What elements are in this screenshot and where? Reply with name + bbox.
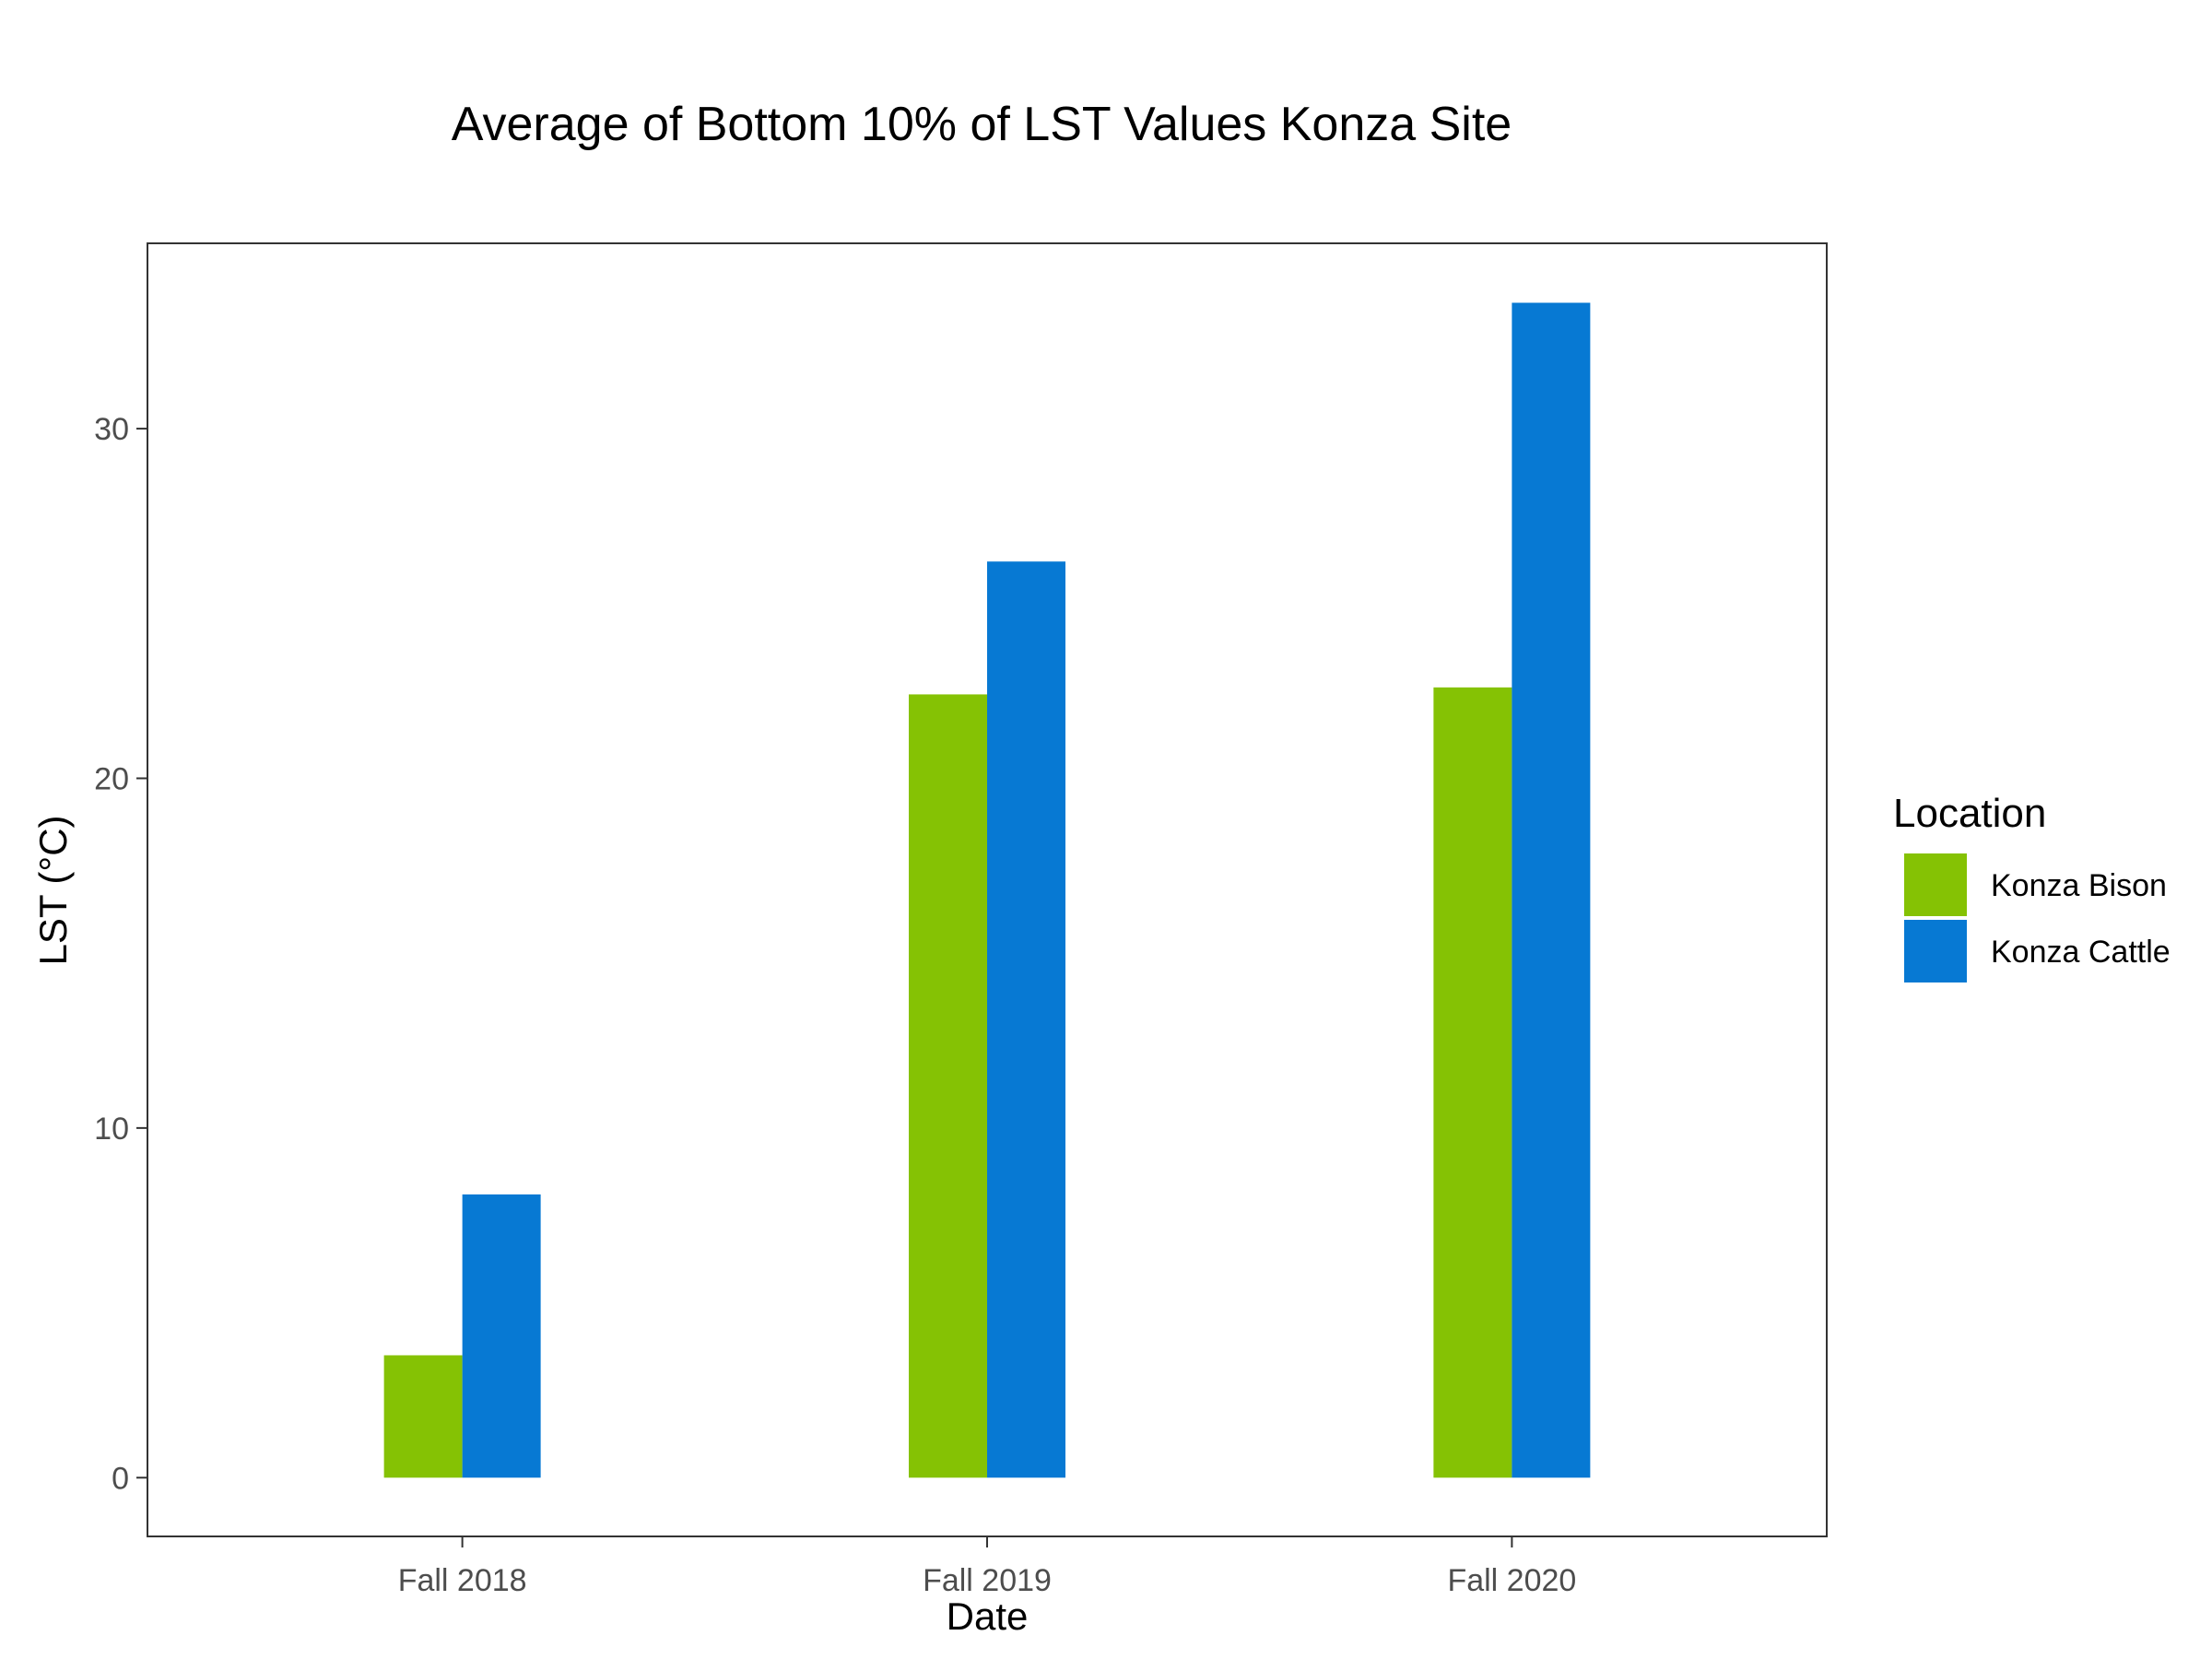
y-tick-label: 20: [94, 761, 129, 796]
y-tick-label: 10: [94, 1112, 129, 1147]
legend-key-konza-bison: [1904, 853, 1967, 916]
legend-items: Konza Bison Konza Cattle: [1904, 853, 2171, 982]
legend-key-konza-cattle: [1904, 920, 1967, 982]
y-axis: 0 10 20 30: [94, 412, 147, 1496]
bar-konza-bison-fall-2020: [1433, 687, 1512, 1478]
bar-konza-cattle-fall-2020: [1512, 302, 1591, 1478]
legend-label: Konza Cattle: [1991, 935, 2171, 970]
chart-title: Average of Bottom 10% of LST Values Konz…: [452, 98, 1512, 151]
x-axis-title: Date: [947, 1594, 1029, 1638]
y-axis-title: LST (°C): [31, 815, 75, 965]
x-tick-label: Fall 2018: [398, 1563, 527, 1598]
bar-konza-cattle-fall-2018: [462, 1194, 541, 1478]
legend: Location Konza Bison Konza Cattle: [1893, 791, 2171, 982]
x-tick-label: Fall 2019: [923, 1563, 1052, 1598]
bar-konza-cattle-fall-2019: [987, 561, 1065, 1478]
plot-area: 0 10 20 30 Fall 2018 Fall 2019 Fall 2020: [94, 242, 1828, 1598]
x-tick-label: Fall 2020: [1447, 1563, 1576, 1598]
legend-label: Konza Bison: [1991, 868, 2167, 903]
y-tick-label: 0: [112, 1461, 129, 1496]
bars-group: [383, 302, 1591, 1478]
legend-title: Location: [1893, 791, 2046, 836]
bar-konza-bison-fall-2019: [909, 694, 987, 1478]
y-tick-label: 30: [94, 412, 129, 447]
bar-konza-bison-fall-2018: [383, 1355, 463, 1478]
x-axis: Fall 2018 Fall 2019 Fall 2020: [398, 1536, 1576, 1598]
